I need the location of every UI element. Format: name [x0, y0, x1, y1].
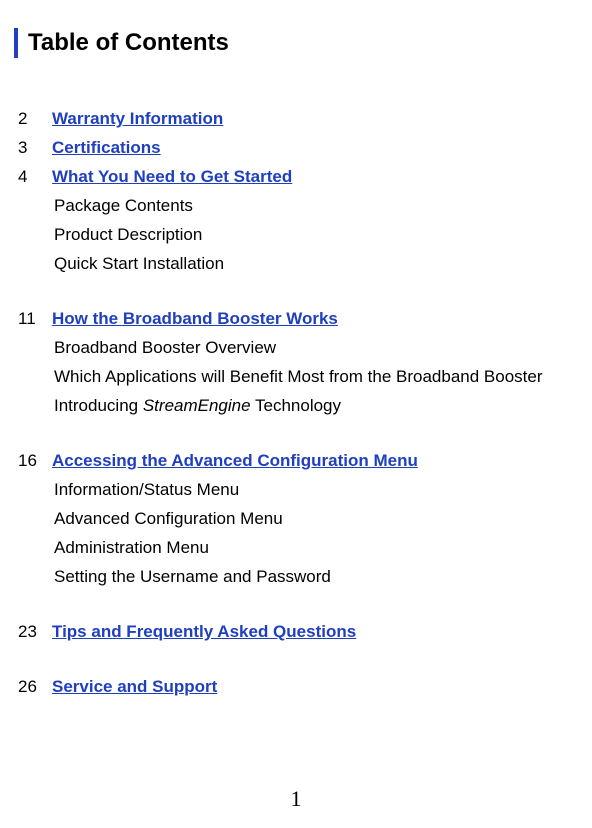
toc-subentry: Information/Status Menu — [18, 481, 592, 498]
toc-page-number: 26 — [18, 678, 52, 695]
title-accent-bar — [14, 28, 18, 58]
toc-entry: 26 Service and Support — [18, 678, 592, 695]
spacer — [18, 597, 592, 623]
toc-chapter-link[interactable]: Warranty Information — [52, 110, 223, 127]
toc-chapter-link[interactable]: Service and Support — [52, 678, 217, 695]
toc-subentry: Package Contents — [18, 197, 592, 214]
toc-entry: 16 Accessing the Advanced Configuration … — [18, 452, 592, 469]
toc-page-number: 3 — [18, 139, 52, 156]
toc-entry: 2 Warranty Information — [18, 110, 592, 127]
toc-chapter-link[interactable]: What You Need to Get Started — [52, 168, 292, 185]
footer-page-number: 1 — [0, 786, 592, 812]
toc-subentry: Which Applications will Benefit Most fro… — [18, 368, 592, 385]
toc-entry: 4 What You Need to Get Started — [18, 168, 592, 185]
toc-chapter-link[interactable]: Tips and Frequently Asked Questions — [52, 623, 356, 640]
toc-entry: 23 Tips and Frequently Asked Questions — [18, 623, 592, 640]
toc-entry: 11 How the Broadband Booster Works — [18, 310, 592, 327]
title-row: Table of Contents — [14, 28, 592, 58]
toc-page-number: 16 — [18, 452, 52, 469]
toc-subentry: Introducing StreamEngine Technology — [18, 397, 592, 414]
table-of-contents: 2 Warranty Information 3 Certifications … — [14, 110, 592, 695]
toc-subentry-text: Introducing — [54, 396, 143, 415]
toc-chapter-link[interactable]: How the Broadband Booster Works — [52, 310, 338, 327]
toc-entry: 3 Certifications — [18, 139, 592, 156]
spacer — [18, 284, 592, 310]
toc-subentry: Quick Start Installation — [18, 255, 592, 272]
toc-subentry: Broadband Booster Overview — [18, 339, 592, 356]
spacer — [18, 652, 592, 678]
toc-subentry: Product Description — [18, 226, 592, 243]
page-title: Table of Contents — [28, 29, 229, 57]
toc-chapter-link[interactable]: Accessing the Advanced Configuration Men… — [52, 452, 418, 469]
page: Table of Contents 2 Warranty Information… — [0, 0, 592, 828]
toc-page-number: 2 — [18, 110, 52, 127]
toc-subentry: Setting the Username and Password — [18, 568, 592, 585]
toc-subentry: Advanced Configuration Menu — [18, 510, 592, 527]
toc-subentry-text: Technology — [251, 396, 341, 415]
spacer — [18, 426, 592, 452]
toc-page-number: 23 — [18, 623, 52, 640]
toc-page-number: 11 — [18, 310, 52, 327]
toc-page-number: 4 — [18, 168, 52, 185]
toc-subentry: Administration Menu — [18, 539, 592, 556]
toc-chapter-link[interactable]: Certifications — [52, 139, 161, 156]
toc-subentry-italic: StreamEngine — [143, 396, 251, 415]
